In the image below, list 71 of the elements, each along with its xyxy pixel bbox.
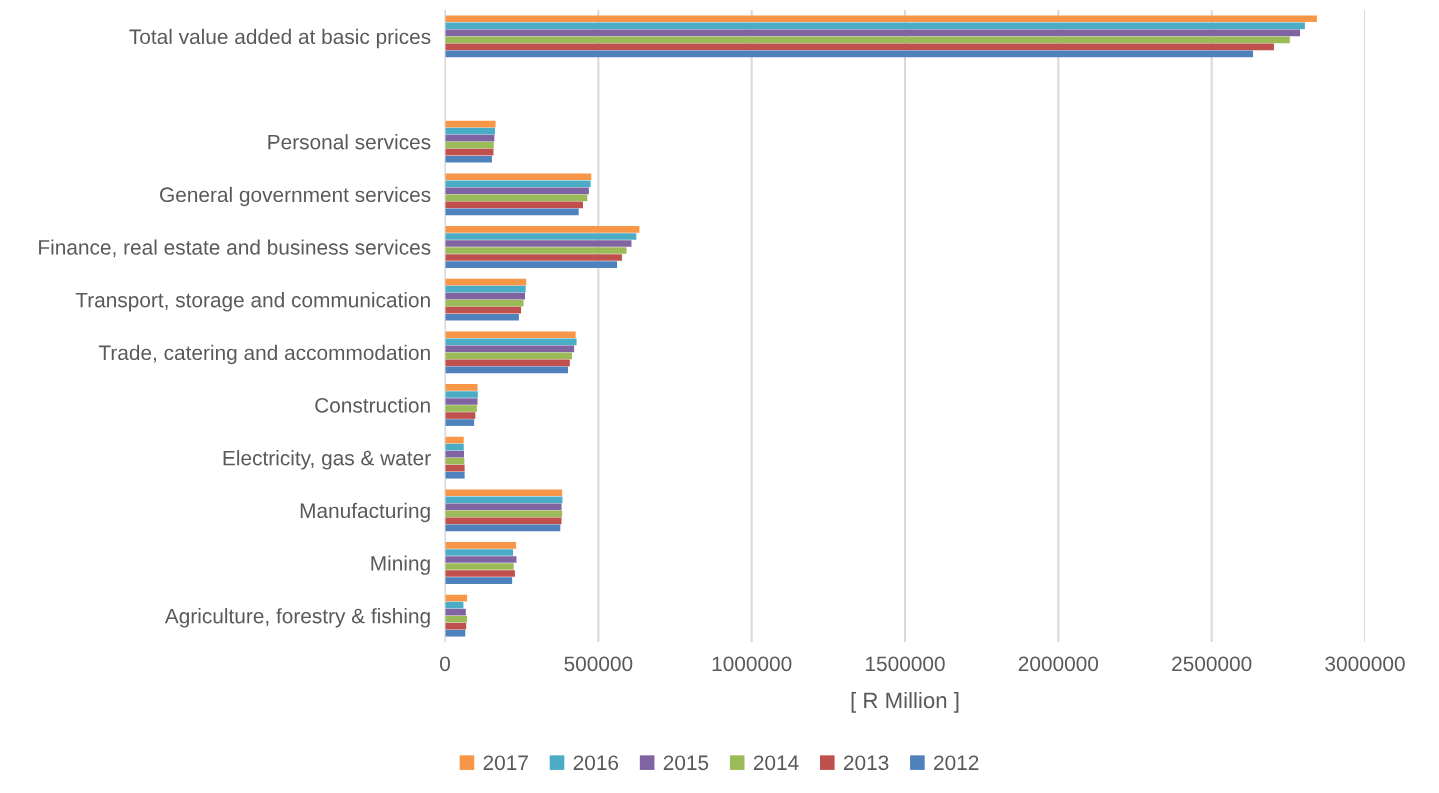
bar [445,622,467,630]
legend-label: 2015 [663,755,709,771]
bar [445,36,1290,44]
bar [445,22,1305,30]
bar [445,556,517,563]
bar [445,570,515,577]
bar [445,247,627,254]
y-tick-label: Finance, real estate and business services [39,239,431,258]
y-tick-label: General government services [160,186,431,207]
y-tick-label: Transport, storage and communication [75,292,430,312]
bar [445,233,637,240]
bar [445,306,522,314]
bar [445,187,589,195]
bar [445,254,622,261]
x-tick-label: 3000000 [1325,656,1405,672]
bar [445,563,514,570]
x-tick-label: 2000000 [1018,656,1099,672]
bar [445,577,513,584]
y-tick-label: Trade, catering and accommodation [98,344,430,365]
bar [445,261,618,268]
x-axis-title: [ R Million ] [851,691,959,713]
legend-label: 2016 [573,755,619,771]
y-tick-label: Mining [371,555,430,575]
bar [445,398,478,405]
legend-label: 2013 [843,755,889,771]
bar [445,15,1317,23]
bar [445,629,466,637]
bar [445,384,478,391]
y-tick-label: Personal services [268,134,431,150]
bar [445,173,592,181]
bar [445,471,465,479]
bar [445,240,632,247]
bar [445,503,562,511]
x-tick-label: 2500000 [1172,656,1252,672]
x-tick-label: 1000000 [712,656,792,672]
x-tick-label: 0 [440,656,450,672]
bar [445,496,563,504]
bar [445,549,514,556]
bar [445,489,563,497]
bar [445,180,591,188]
x-tick-label: 500000 [564,656,633,672]
bar [445,331,576,339]
bar [445,542,517,549]
bar [445,43,1274,51]
bar [445,141,494,149]
bar [445,517,562,525]
bar [445,338,577,346]
bar [445,155,492,163]
bar [445,464,465,472]
bar [445,391,478,398]
y-tick-label: Construction [315,397,430,413]
bar [445,148,494,156]
bar [445,457,465,465]
bar [445,412,476,419]
bar [445,615,468,623]
bar [445,313,519,321]
bar [445,299,524,307]
y-tick-label: Manufacturing [300,502,430,523]
bar [445,226,640,233]
legend-label: 2017 [483,755,528,771]
y-tick-label: Total value added at basic prices [129,28,431,49]
bar [445,29,1300,37]
legend-label: 2014 [753,755,799,771]
bar [445,50,1254,58]
y-tick-label: Agriculture, forestry & fishing [164,608,430,628]
bar [445,419,475,426]
y-tick-label: Electricity, gas & water [223,450,431,470]
x-tick-label: 1500000 [866,656,945,672]
legend-label: 2012 [934,755,979,771]
bar [445,345,575,353]
bar [445,405,477,412]
